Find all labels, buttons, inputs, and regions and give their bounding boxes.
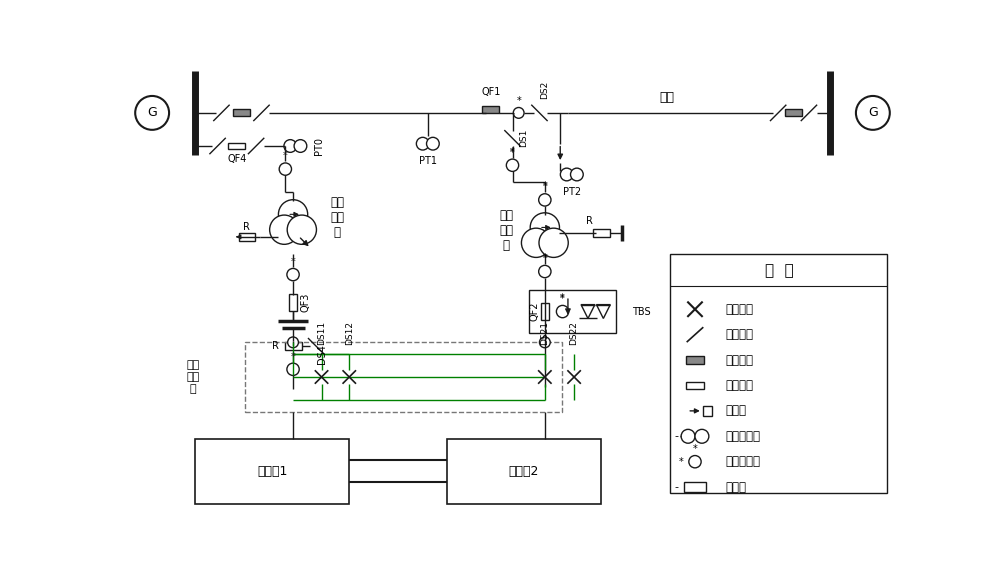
Bar (228, 143, 245, 150)
Circle shape (681, 430, 695, 443)
Text: *: * (679, 457, 684, 467)
Circle shape (284, 140, 297, 152)
Circle shape (506, 159, 519, 171)
Text: DS21: DS21 (540, 321, 549, 344)
Circle shape (135, 96, 169, 130)
Text: QF1: QF1 (481, 87, 501, 97)
Text: G: G (868, 106, 878, 120)
Text: 并联
变压
器: 并联 变压 器 (330, 196, 344, 239)
Text: 串联
变压
器: 串联 变压 器 (499, 209, 513, 252)
Circle shape (287, 215, 316, 244)
Circle shape (270, 215, 299, 244)
Text: 刀闸合位: 刀闸合位 (726, 303, 754, 316)
Text: *: * (693, 444, 697, 454)
Text: 换流阀1: 换流阀1 (257, 465, 287, 478)
Circle shape (856, 96, 890, 130)
Text: 刀闸
连接
区: 刀闸 连接 区 (186, 361, 200, 394)
Text: *: * (510, 147, 515, 157)
Text: -: - (674, 482, 678, 492)
Circle shape (530, 213, 559, 242)
Text: QF4: QF4 (227, 154, 247, 164)
Text: *: * (516, 96, 521, 106)
Text: 电流互感器: 电流互感器 (726, 455, 761, 468)
Text: DS12: DS12 (345, 321, 354, 344)
Circle shape (539, 265, 551, 278)
Text: *: * (542, 253, 547, 263)
Bar (233, 109, 250, 116)
Text: 电压互感器: 电压互感器 (726, 430, 761, 443)
Bar (686, 382, 704, 389)
Text: R: R (586, 216, 593, 227)
Circle shape (571, 168, 583, 181)
Bar (289, 294, 297, 310)
Text: *: * (560, 294, 565, 304)
Text: *: * (283, 151, 288, 162)
Bar (785, 109, 802, 116)
Text: PT2: PT2 (563, 187, 581, 197)
Text: R: R (272, 341, 279, 351)
Circle shape (539, 194, 551, 206)
Circle shape (560, 168, 573, 181)
Circle shape (416, 137, 429, 150)
Text: 换流阀2: 换流阀2 (509, 465, 539, 478)
Bar (285, 342, 302, 350)
Text: DS11: DS11 (317, 320, 326, 344)
Bar (670, 254, 887, 493)
Bar (684, 482, 706, 492)
Bar (239, 233, 255, 241)
Text: *: * (560, 293, 565, 303)
Circle shape (695, 430, 709, 443)
Bar (593, 229, 610, 237)
Bar (686, 356, 704, 364)
Text: *: * (291, 257, 295, 267)
Text: 避雷器: 避雷器 (726, 404, 747, 417)
Text: *: * (542, 182, 547, 192)
Circle shape (521, 228, 551, 258)
Text: R: R (243, 222, 250, 232)
Circle shape (288, 337, 298, 348)
Text: -: - (674, 431, 678, 441)
Bar (447, 439, 601, 504)
Bar (245, 342, 562, 412)
Text: *: * (542, 254, 547, 264)
Text: 刀闸分位: 刀闸分位 (726, 328, 754, 341)
Text: *: * (510, 148, 515, 158)
Circle shape (539, 337, 550, 348)
Circle shape (287, 269, 299, 281)
Text: 开关合位: 开关合位 (726, 354, 754, 366)
Text: DS2: DS2 (540, 81, 549, 99)
Circle shape (689, 455, 701, 468)
Circle shape (513, 108, 524, 118)
Bar (529, 290, 616, 333)
Bar (195, 439, 349, 504)
Circle shape (294, 140, 307, 152)
Circle shape (279, 163, 292, 175)
Circle shape (278, 200, 308, 229)
Bar (541, 303, 549, 320)
Text: 线路: 线路 (659, 91, 674, 104)
Circle shape (287, 363, 299, 375)
Circle shape (427, 137, 439, 150)
Bar (482, 106, 499, 113)
Circle shape (556, 305, 569, 318)
Bar (703, 407, 712, 416)
Text: 电阻器: 电阻器 (726, 481, 747, 493)
Text: PT1: PT1 (419, 156, 437, 166)
Text: DS22: DS22 (570, 321, 579, 344)
Text: DS4: DS4 (317, 344, 327, 364)
Text: *: * (542, 182, 547, 191)
Text: 图  例: 图 例 (765, 263, 793, 278)
Text: DS1: DS1 (519, 129, 528, 147)
Text: G: G (147, 106, 157, 120)
Text: 开关分位: 开关分位 (726, 379, 754, 392)
Text: PT0: PT0 (314, 137, 324, 155)
Circle shape (539, 228, 568, 258)
Text: TBS: TBS (632, 306, 650, 317)
Text: *: * (291, 351, 295, 362)
Text: QF3: QF3 (300, 293, 310, 312)
Text: QF2: QF2 (529, 302, 539, 321)
